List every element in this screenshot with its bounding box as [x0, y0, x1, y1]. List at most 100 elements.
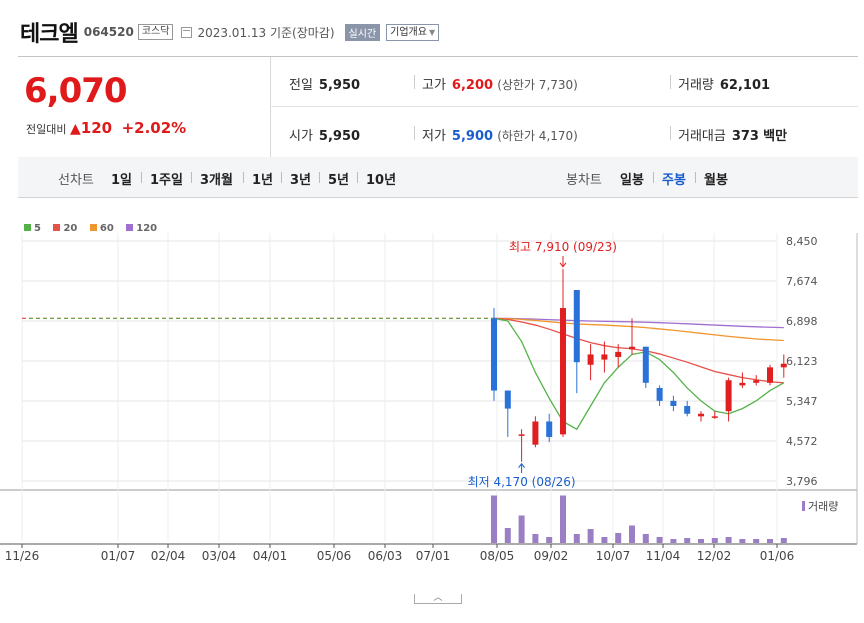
- candle-body: [629, 346, 635, 350]
- prev-value: 5,950: [318, 78, 361, 93]
- volume: 거래량 62,101: [678, 74, 770, 93]
- stock-header: 테크엘 064520 코스닥 2023.01.13 기준(장마감) 실시간 기업…: [20, 14, 440, 50]
- line-chart-label[interactable]: 선차트: [58, 173, 94, 188]
- amount-unit: 백만: [763, 129, 788, 144]
- period-5y[interactable]: 5년: [328, 173, 350, 188]
- y-tick-label: 7,674: [786, 275, 818, 288]
- corp-info-dropdown[interactable]: 기업개요 ▼: [386, 23, 440, 41]
- market-badge: 코스닥: [137, 24, 174, 40]
- volume-bar: [504, 528, 511, 543]
- high-price: 고가 6,200 (상한가 7,730): [422, 74, 578, 93]
- volume-bar: [546, 537, 553, 543]
- candle-daily[interactable]: 일봉: [620, 173, 644, 188]
- chart-grid: [0, 233, 858, 548]
- y-tick-label: 5,347: [786, 395, 818, 408]
- amount-value: 373: [731, 129, 759, 144]
- period-10y[interactable]: 10년: [366, 173, 397, 188]
- volume-label: 거래량: [808, 500, 838, 513]
- high-annotation: 최고 7,910 (09/23): [509, 240, 617, 254]
- ma60-line: [493, 317, 784, 342]
- volume-legend-swatch: [802, 501, 805, 511]
- lower-limit: (하한가 4,170): [497, 129, 578, 143]
- realtime-button[interactable]: 실시간: [344, 23, 381, 41]
- candles: [491, 268, 787, 462]
- low-price: 저가 5,900 (하한가 4,170): [422, 125, 578, 144]
- stock-chart[interactable]: 8,450 7,674 6,898 6,123 5,347 4,572 3,796 11/2…: [0, 228, 864, 578]
- candle-body: [587, 354, 594, 365]
- amount-label: 거래대금: [678, 129, 726, 144]
- chevron-up-icon: ︿: [433, 593, 443, 603]
- divider: [141, 172, 142, 183]
- current-price: 6,070: [24, 71, 128, 111]
- volume-bar: [780, 538, 787, 543]
- x-tick-label: 02/04: [151, 549, 186, 563]
- trade-amount: 거래대금 373 백만: [678, 125, 787, 144]
- candle-body: [670, 400, 677, 407]
- candle-body: [780, 363, 787, 368]
- moving-averages: [493, 317, 785, 431]
- x-tick-label: 01/07: [101, 549, 136, 563]
- candle-body: [532, 421, 539, 445]
- volume-bar: [698, 539, 704, 543]
- x-tick-label: 09/02: [534, 549, 569, 563]
- collapse-toggle[interactable]: ︿: [414, 594, 462, 604]
- volume-bar: [629, 525, 635, 543]
- period-3m[interactable]: 3개월: [200, 173, 233, 188]
- divider: [670, 126, 671, 140]
- candle-weekly[interactable]: 주봉: [662, 173, 686, 188]
- base-date: 2023.01.13 기준(장마감): [197, 25, 335, 40]
- legend-label: 5: [34, 223, 41, 234]
- volume-label: 거래량: [678, 78, 714, 93]
- annotations: 최고 7,910 (09/23) 최저 4,170 (08/26) 거래량: [468, 240, 839, 513]
- up-triangle-icon: ▲: [69, 121, 81, 137]
- period-3y[interactable]: 3년: [290, 173, 312, 188]
- y-tick-label: 8,450: [786, 235, 818, 248]
- legend-swatch: [89, 224, 97, 231]
- volume-bar: [518, 515, 525, 543]
- divider: [191, 172, 192, 183]
- prev-label: 전일: [289, 78, 313, 93]
- candle-body: [711, 416, 718, 418]
- x-tick-label: 05/06: [317, 549, 352, 563]
- volume-bar: [601, 537, 608, 543]
- period-1w[interactable]: 1주일: [150, 173, 183, 188]
- candle-chart-label[interactable]: 봉차트: [566, 173, 602, 188]
- x-tick-label: 08/05: [480, 549, 515, 563]
- volume-bars: [491, 495, 805, 543]
- divider: [281, 172, 282, 183]
- divider: [357, 172, 358, 183]
- chart-toolbar: 선차트 1일 1주일 3개월 1년 3년 5년 10년 봉차트 일봉 주봉 월봉: [18, 157, 858, 198]
- legend-swatch: [126, 224, 134, 231]
- candle-monthly[interactable]: 월봉: [704, 173, 728, 188]
- volume-bar: [656, 537, 663, 543]
- upper-limit: (상한가 7,730): [497, 78, 578, 92]
- divider: [243, 172, 244, 183]
- x-tick-label: 10/07: [596, 549, 631, 563]
- volume-bar: [560, 495, 566, 543]
- x-tick-label: 04/01: [253, 549, 288, 563]
- candle-body: [491, 318, 497, 391]
- divider: [670, 75, 671, 89]
- candle-body: [573, 289, 580, 363]
- volume-bar: [587, 529, 594, 543]
- stock-code: 064520: [83, 25, 134, 39]
- period-1d[interactable]: 1일: [111, 173, 133, 188]
- open-price: 시가 5,950: [289, 125, 360, 144]
- candle-body: [546, 421, 553, 437]
- y-axis-labels: 8,450 7,674 6,898 6,123 5,347 4,572 3,796: [786, 235, 818, 488]
- divider: [414, 126, 415, 140]
- legend-ma5: 5: [24, 223, 41, 234]
- x-tick-label: 11/26: [5, 549, 40, 563]
- candle-body: [518, 434, 525, 436]
- chevron-down-icon: ▼: [428, 27, 436, 37]
- y-tick-label: 6,898: [786, 315, 818, 328]
- candle-body: [684, 406, 691, 414]
- period-1y[interactable]: 1년: [252, 173, 274, 188]
- high-value: 6,200: [451, 78, 494, 93]
- candle-body: [642, 346, 649, 383]
- change-percent: +2.02%: [121, 119, 187, 137]
- legend-ma60: 60: [89, 223, 114, 234]
- y-tick-label: 6,123: [786, 355, 818, 368]
- low-value: 5,900: [451, 129, 494, 144]
- legend-ma120: 120: [126, 223, 157, 234]
